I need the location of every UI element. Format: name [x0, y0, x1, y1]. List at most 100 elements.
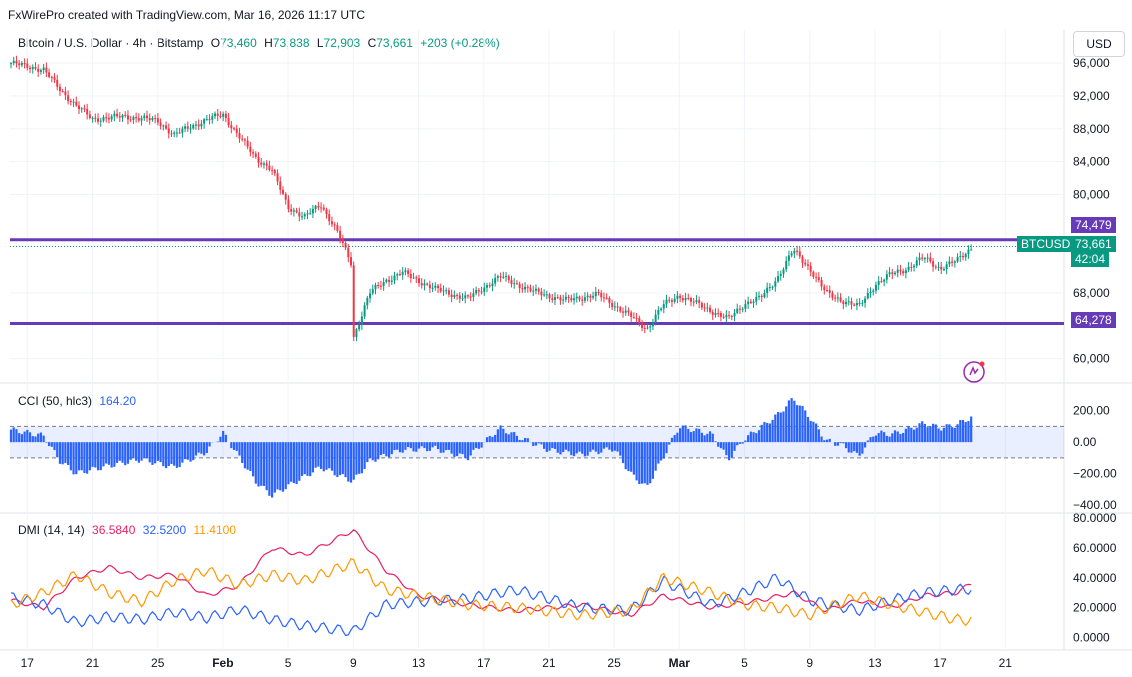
cci-bar — [455, 442, 459, 457]
candle-body — [646, 327, 649, 329]
cci-bar — [749, 431, 752, 443]
cci-bar — [736, 442, 739, 446]
cci-bar — [423, 442, 426, 449]
cci-bar — [439, 442, 442, 453]
cci-bar — [28, 432, 32, 443]
cci-bar — [192, 442, 195, 461]
dmi-series-line-minus — [10, 573, 972, 637]
cci-bar — [668, 442, 671, 445]
cci-bar — [855, 442, 859, 453]
candle-body — [167, 128, 170, 134]
cci-bar — [768, 423, 771, 443]
cci-bar — [836, 442, 839, 446]
cci-bar — [281, 442, 285, 492]
candle-body — [812, 271, 815, 277]
cci-bar — [284, 442, 287, 490]
candle-body — [575, 296, 578, 299]
candle-body — [366, 298, 369, 306]
candle-body — [434, 285, 437, 288]
candle-body — [249, 146, 252, 153]
candle-body — [222, 113, 225, 117]
cci-bar — [665, 442, 668, 454]
cci-bar — [222, 430, 225, 443]
cci-bar — [47, 442, 51, 447]
candle-body — [393, 275, 396, 281]
candle-body — [450, 294, 453, 298]
cci-bar — [893, 430, 897, 443]
candle-body — [377, 284, 380, 286]
cci-bar — [200, 442, 203, 454]
cci-bar — [387, 442, 391, 458]
cci-bar — [260, 442, 263, 486]
candle-body — [820, 279, 823, 287]
dmi-tick-label: 0.0000 — [1073, 631, 1110, 645]
cci-bar — [472, 442, 475, 450]
candle-body — [782, 269, 785, 274]
time-tick-label: 5 — [741, 656, 748, 670]
cci-bar — [760, 424, 763, 443]
candle-body — [254, 153, 257, 157]
cci-bar — [396, 442, 399, 450]
cci-bar — [450, 442, 453, 454]
cci-bar — [902, 432, 905, 443]
price-tick-label: 88,000 — [1073, 122, 1110, 136]
cci-bar — [621, 442, 625, 464]
cci-bar — [445, 442, 448, 451]
cci-bar — [532, 442, 535, 447]
candle-body — [116, 113, 119, 117]
candle-body — [951, 261, 954, 263]
candle-body — [831, 292, 834, 298]
candle-body — [823, 286, 826, 291]
candle-body — [766, 287, 769, 293]
candle-body — [26, 63, 29, 68]
candle-body — [205, 119, 208, 121]
candle-body — [948, 261, 951, 265]
candle-body — [934, 266, 937, 268]
cci-bar — [640, 442, 644, 484]
cci-bar — [235, 442, 238, 451]
cci-bar — [314, 442, 317, 468]
cci-bar — [251, 442, 255, 477]
time-tick-label: 13 — [868, 656, 882, 670]
cci-bar — [431, 442, 434, 448]
candle-body — [420, 283, 423, 286]
cci-bar — [475, 442, 478, 448]
cci-bar — [309, 442, 312, 477]
cci-bar — [578, 442, 581, 452]
candle-body — [556, 297, 559, 299]
cci-bar — [504, 433, 508, 443]
cci-bar — [330, 442, 334, 471]
cci-bar — [458, 442, 461, 454]
cci-bar — [698, 428, 701, 443]
cci-bar — [959, 420, 962, 443]
cci-bar — [132, 442, 135, 459]
cci-bar — [747, 435, 750, 443]
candle-body — [271, 169, 274, 171]
cci-bar — [366, 442, 369, 463]
dmi-tick-label: 40.0000 — [1073, 571, 1117, 585]
currency-button[interactable]: USD — [1073, 31, 1125, 57]
cci-bar — [771, 419, 774, 443]
cci-bar — [752, 432, 755, 443]
cci-bar — [480, 442, 483, 448]
cci-bar — [646, 442, 649, 485]
candle-body — [15, 60, 18, 64]
cci-bar — [262, 442, 266, 486]
candle-body — [904, 270, 907, 274]
candle-body — [929, 257, 932, 262]
cci-bar — [53, 442, 56, 451]
cci-tick-label: −200.00 — [1073, 467, 1117, 481]
candle-body — [959, 255, 962, 257]
candle-body — [69, 101, 72, 103]
cci-bar — [507, 434, 510, 443]
candle-body — [10, 63, 12, 65]
cci-bar — [265, 442, 268, 491]
candle-body — [804, 262, 807, 265]
candle-body — [214, 113, 216, 117]
candle-body — [110, 116, 113, 120]
cci-bar — [273, 442, 276, 493]
cci-bar — [129, 442, 132, 460]
candle-body — [567, 296, 570, 298]
cci-bar — [676, 432, 679, 443]
